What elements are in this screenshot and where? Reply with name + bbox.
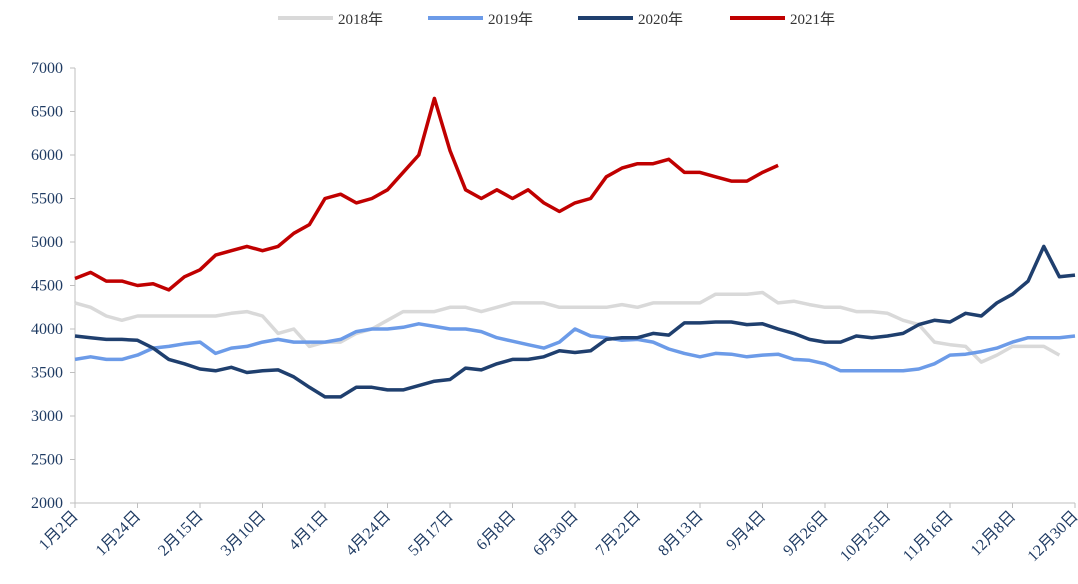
y-tick-label: 2500 (31, 452, 63, 469)
line-series (74, 244, 1076, 399)
x-tick-label: 6月30日 (530, 508, 582, 560)
x-tick-label: 1月2日 (36, 508, 82, 554)
x-tick-label: 9月26日 (780, 508, 832, 560)
x-tick-label: 8月13日 (655, 508, 707, 560)
x-tick-label: 1月24日 (93, 508, 145, 560)
y-tick-label: 4500 (31, 278, 63, 295)
x-tick-label: 3月10日 (218, 508, 270, 560)
legend-label: 2018年 (338, 11, 383, 28)
line-series (74, 290, 1061, 364)
x-tick-label: 10月25日 (837, 508, 894, 565)
x-tick-label: 12月30日 (1025, 508, 1078, 565)
x-tick-label: 12月8日 (968, 508, 1020, 560)
x-tick-label: 4月1日 (286, 508, 332, 554)
y-tick-label: 4000 (31, 321, 63, 338)
x-tick-label: 4月24日 (343, 508, 395, 560)
x-tick-label: 2月15日 (155, 508, 207, 560)
y-tick-label: 6500 (31, 104, 63, 121)
y-tick-label: 3000 (31, 408, 63, 425)
legend-label: 2021年 (790, 11, 835, 28)
y-tick-label: 5500 (31, 191, 63, 208)
x-tick-label: 6月8日 (473, 508, 519, 554)
x-tick-label: 9月4日 (723, 508, 769, 554)
y-tick-label: 7000 (31, 60, 63, 77)
line-series (74, 322, 1076, 373)
y-tick-label: 3500 (31, 365, 63, 382)
y-tick-label: 2000 (31, 495, 63, 512)
y-tick-label: 5000 (31, 234, 63, 251)
legend-label: 2019年 (488, 11, 533, 28)
line-series (74, 96, 779, 292)
x-tick-label: 11月16日 (900, 508, 957, 565)
y-tick-label: 6000 (31, 147, 63, 164)
x-tick-label: 5月17日 (405, 508, 457, 560)
legend-label: 2020年 (638, 11, 683, 28)
x-tick-label: 7月22日 (593, 508, 645, 560)
